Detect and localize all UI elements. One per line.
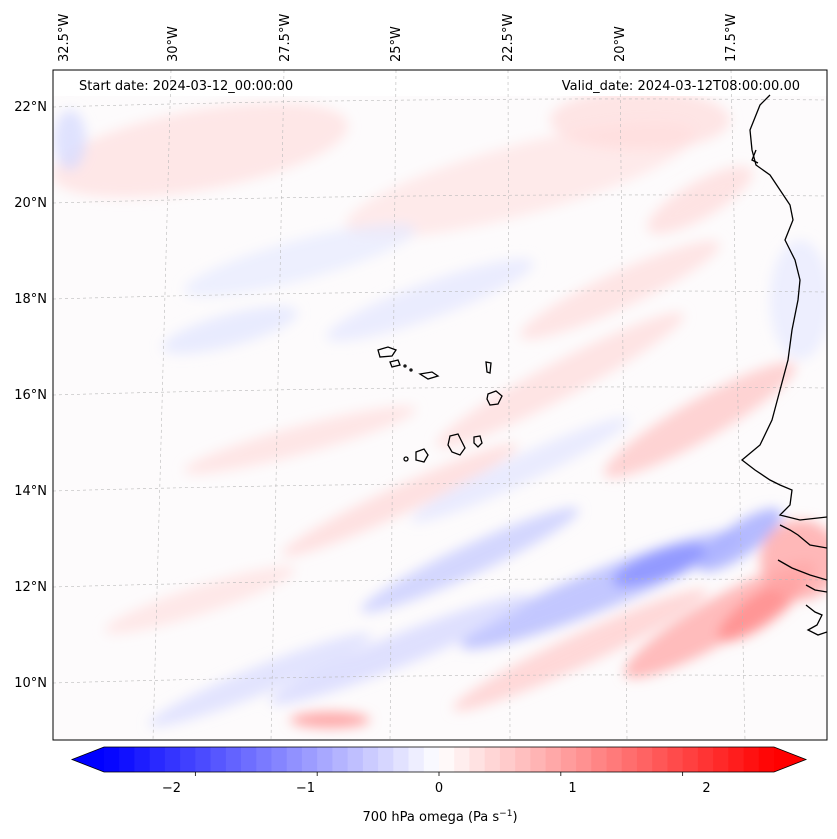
colorbar-step [515,747,531,772]
colorbar-step [530,747,546,772]
map-frame [52,69,828,741]
colorbar-step [469,747,486,772]
colorbar-step [362,747,379,772]
lat-label: 12°N [14,580,47,595]
lat-label: 16°N [14,388,47,403]
colorbar-step [256,747,272,772]
colorbar-step [636,747,653,772]
colorbar-ticks [194,772,684,776]
colorbar-step [393,747,409,772]
colorbar-title-exp: −1 [499,809,512,819]
lon-labels: 32.5°W 30°W 27.5°W 25°W 22.5°W 20°W 17.5… [57,14,739,62]
colorbar-tick-label: 1 [568,781,576,796]
lat-label: 22°N [14,100,47,115]
colorbar-step [545,747,562,772]
colorbar-step [149,747,166,772]
colorbar-tick-label: −1 [296,781,315,796]
colorbar-step [591,747,607,772]
colorbar-title-main: 700 hPa omega (Pa s [362,810,499,825]
colorbar-tick-label: 2 [702,781,710,796]
lon-label: 30°W [166,26,181,62]
colorbar-step [713,747,729,772]
colorbar-step [499,747,516,772]
colorbar: −2 −1 0 1 2 700 hPa omega (Pa s−1) [70,746,808,825]
colorbar-step [271,747,288,772]
colorbar-step [652,747,668,772]
valid-date-label: Valid_date: 2024-03-12T08:00:00.00 [562,79,800,94]
colorbar-step [621,747,638,772]
colorbar-step [743,747,760,772]
colorbar-step [408,747,425,772]
lat-label: 18°N [14,292,47,307]
colorbar-step [301,747,318,772]
colorbar-step [347,747,364,772]
colorbar-step [697,747,714,772]
colorbar-outline [70,746,808,773]
colorbar-step [104,747,120,772]
colorbar-max-extend [774,747,806,772]
lat-label: 20°N [14,196,47,211]
colorbar-step [758,747,775,772]
colorbar-step [378,747,394,772]
colorbar-step [210,747,227,772]
colorbar-min-extend [72,747,104,772]
colorbar-tick-label: −2 [162,781,181,796]
lon-label: 27.5°W [278,14,293,62]
colorbar-step [576,747,592,772]
colorbar-step [439,747,455,772]
lat-label: 14°N [14,484,47,499]
gridlines [53,70,827,740]
colorbar-step [560,747,577,772]
cape-verde-islands [377,346,503,463]
colorbar-step [728,747,744,772]
lon-label: 22.5°W [501,14,516,62]
lon-label: 32.5°W [57,14,72,62]
colorbar-step [225,747,242,772]
colorbar-title-close: ) [512,810,517,825]
coastline [740,94,827,636]
colorbar-steps [104,747,775,772]
lat-label: 10°N [14,676,47,691]
lon-label: 25°W [389,26,404,62]
title-strip [53,71,827,96]
lon-label: 17.5°W [724,14,739,62]
colorbar-title: 700 hPa omega (Pa s−1) [362,809,517,825]
colorbar-step [134,747,151,772]
colorbar-step [286,747,303,772]
colorbar-step [195,747,211,772]
colorbar-step [180,747,196,772]
colorbar-step [606,747,623,772]
colorbar-step [332,747,349,772]
colorbar-step [454,747,470,772]
colorbar-step [423,747,440,772]
colorbar-tick-label: 0 [435,781,443,796]
lat-labels: 22°N 20°N 18°N 16°N 14°N 12°N 10°N [14,100,47,691]
colorbar-step [241,747,257,772]
colorbar-step [484,747,501,772]
lon-label: 20°W [613,26,628,62]
colorbar-step [682,747,699,772]
colorbar-step [667,747,684,772]
colorbar-step [317,747,333,772]
start-date-label: Start date: 2024-03-12_00:00:00 [79,79,293,94]
colorbar-step [164,747,181,772]
colorbar-step [119,747,135,772]
